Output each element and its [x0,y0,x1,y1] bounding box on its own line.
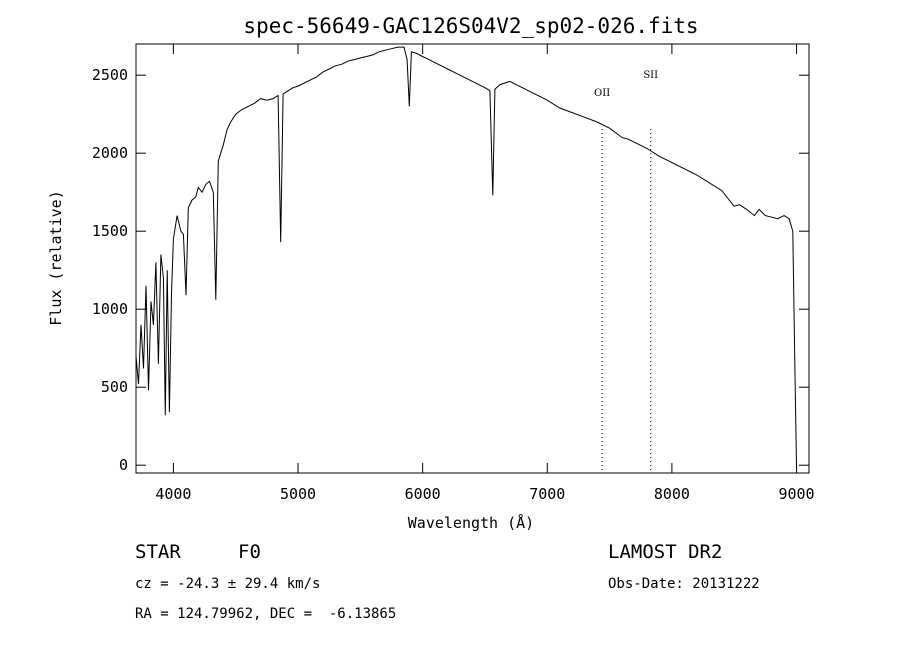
chart-title: spec-56649-GAC126S04V2_sp02-026.fits [243,14,698,38]
annotation-label: OII [594,88,610,99]
x-tick-label: 7000 [529,485,565,503]
x-tick-label: 8000 [654,485,690,503]
x-tick-label: 9000 [778,485,814,503]
spectrum-line [135,46,797,466]
annotation-label: SII [643,70,658,81]
y-tick-label: 1000 [92,300,128,318]
y-axis-ticks: 0 500 1000 1500 2000 2500 [92,66,809,474]
redshift-info: cz = -24.3 ± 29.4 km/s [135,576,321,592]
obs-date: Obs-Date: 20131222 [608,576,760,592]
object-subclass: F0 [238,541,261,563]
x-axis-label: Wavelength (Å) [408,513,534,532]
x-tick-label: 4000 [155,485,191,503]
y-tick-label: 500 [101,378,128,396]
survey-label: LAMOST DR2 [608,541,723,563]
y-tick-label: 0 [119,456,128,474]
x-tick-label: 6000 [405,485,441,503]
plot-frame [135,43,810,474]
y-tick-label: 2000 [92,144,128,162]
line-annotations: OII SII [594,70,658,473]
y-axis-label: Flux (relative) [47,190,65,325]
coordinates: RA = 124.79962, DEC = -6.13865 [135,606,397,622]
object-class: STAR [135,541,181,563]
x-axis-ticks: 4000 5000 6000 7000 8000 9000 [155,44,815,503]
y-tick-label: 2500 [92,66,128,84]
x-tick-label: 5000 [280,485,316,503]
y-tick-label: 1500 [92,222,128,240]
